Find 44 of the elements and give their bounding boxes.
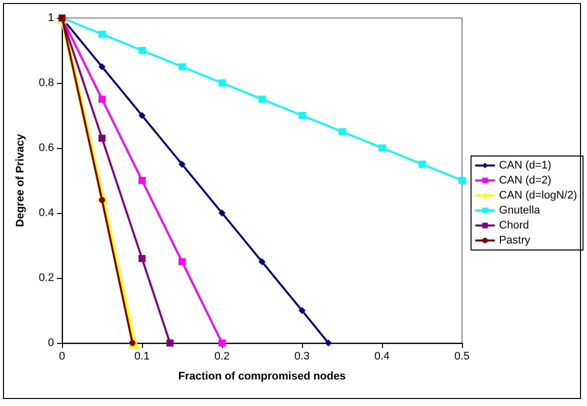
point <box>418 160 426 168</box>
point <box>218 340 226 346</box>
point <box>338 128 346 136</box>
point <box>298 307 306 314</box>
point <box>98 30 106 38</box>
y-axis-title: Degree of Privacy <box>14 133 26 227</box>
point <box>258 258 266 266</box>
legend-label: Chord <box>499 220 530 232</box>
x-tick-label: 0.3 <box>294 350 310 362</box>
y-tick-label: 0.6 <box>38 142 54 154</box>
x-axis-title: Fraction of compromised nodes <box>178 370 346 382</box>
y-tick-label: 0 <box>48 337 54 349</box>
point <box>178 160 186 168</box>
y-tick-label: 0.8 <box>38 77 54 89</box>
x-tick-label: 0 <box>58 350 66 362</box>
legend-label: CAN (d=logN/2) <box>499 190 578 202</box>
point <box>166 340 174 346</box>
legend-label: Pastry <box>499 234 531 246</box>
point <box>324 340 332 346</box>
point <box>298 112 306 119</box>
legend-label: CAN (d=1) <box>499 160 552 172</box>
x-tick-label: 0.5 <box>454 350 470 362</box>
legend-label: Gnutella <box>499 204 541 216</box>
y-tick-label: 1 <box>48 12 54 24</box>
x-tick-label: 0.2 <box>214 350 230 362</box>
point <box>98 63 106 70</box>
point <box>458 177 466 184</box>
point <box>98 134 106 142</box>
point <box>138 177 146 184</box>
point <box>138 47 146 54</box>
point <box>218 210 226 216</box>
point <box>258 96 266 103</box>
point <box>138 255 146 262</box>
point <box>98 96 106 103</box>
y-tick-label: 0.2 <box>38 272 54 284</box>
point <box>178 258 186 266</box>
point <box>178 63 186 70</box>
x-tick-label: 0.4 <box>374 350 390 362</box>
point <box>378 144 386 152</box>
point <box>138 112 146 119</box>
x-tick-label: 0.1 <box>134 350 150 362</box>
legend-label: CAN (d=2) <box>499 174 552 186</box>
point <box>218 80 226 86</box>
y-tick-label: 0.4 <box>38 207 54 219</box>
